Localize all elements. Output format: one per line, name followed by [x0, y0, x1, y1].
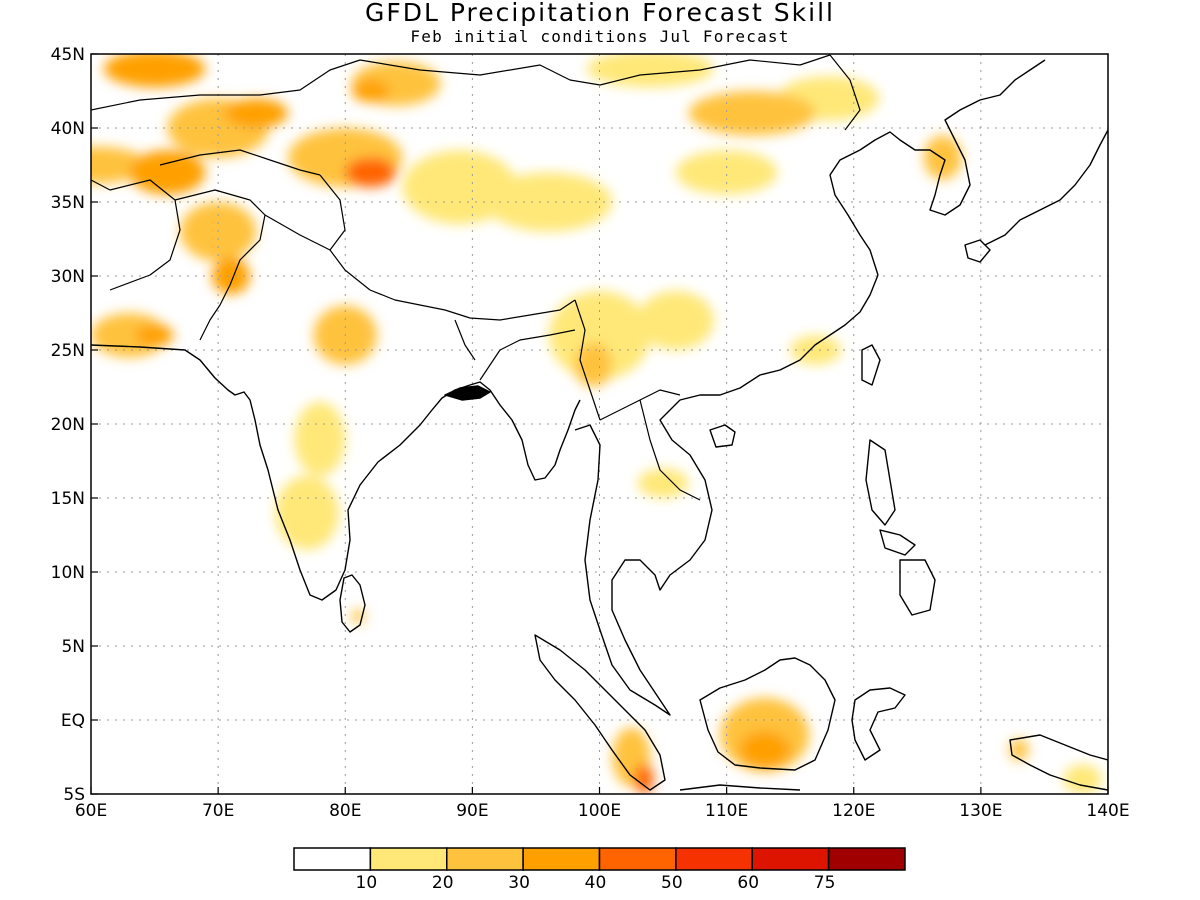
- coast-japan-kyushu: [964, 239, 991, 263]
- x-tick-label-80: 80E: [329, 801, 361, 821]
- colorbar: 10 20 30 40 50 60 75: [293, 847, 906, 893]
- colorbar-swatch-4: [598, 847, 677, 871]
- colorbar-swatch-0: [293, 847, 372, 871]
- coast-ganges-delta: [444, 385, 491, 401]
- colorbar-label-50: 50: [661, 873, 683, 893]
- political-borders: [91, 54, 861, 501]
- colorbar-swatch-1: [369, 847, 448, 871]
- y-tick-label-10: 10N: [51, 563, 85, 583]
- coast-mindanao: [899, 559, 936, 616]
- skill-region-21: [923, 135, 962, 180]
- colorbar-label-40: 40: [585, 873, 607, 893]
- colorbar-swatch-7: [827, 847, 906, 871]
- skill-region-28: [224, 98, 289, 128]
- colorbar-label-10: 10: [356, 873, 378, 893]
- colorbar-swatch-3: [522, 847, 601, 871]
- coast-new-guinea: [1009, 734, 1108, 791]
- coast-borneo: [699, 657, 836, 771]
- gridlines: [91, 54, 1108, 794]
- colorbar-label-75: 75: [814, 873, 836, 893]
- y-tick-label-45: 45N: [51, 45, 85, 65]
- coast-south-asia: [91, 344, 581, 601]
- skill-region-32: [739, 731, 791, 769]
- coast-luzon: [865, 439, 896, 526]
- coast-japan: [984, 129, 1108, 246]
- x-tick-label-140: 140E: [1086, 801, 1129, 821]
- map-title: GFDL Precipitation Forecast Skill: [364, 0, 835, 27]
- skill-region-3: [637, 290, 714, 350]
- skill-region-8: [294, 401, 346, 476]
- skill-region-31: [135, 324, 174, 347]
- skill-region-27: [129, 150, 206, 195]
- skill-region-11: [1063, 764, 1102, 794]
- y-tick-label-30: 30N: [51, 267, 85, 287]
- coastlines: [91, 54, 1108, 791]
- x-tick-label-130: 130E: [959, 801, 1002, 821]
- coast-sri-lanka: [339, 574, 366, 633]
- x-axis: 60E 70E 80E 90E 100E 110E 120E 130E 140E: [75, 787, 1130, 821]
- y-tick-label-40: 40N: [51, 119, 85, 139]
- y-tick-label-0: EQ: [61, 711, 85, 731]
- skill-region-24: [1009, 738, 1029, 761]
- x-tick-label-110: 110E: [705, 801, 748, 821]
- x-tick-label-120: 120E: [832, 801, 875, 821]
- coast-china-east: [829, 59, 1046, 276]
- coast-sumatra: [534, 634, 666, 791]
- colorbar-label-60: 60: [737, 873, 759, 893]
- skill-region-19: [574, 342, 613, 387]
- coast-java: [679, 784, 801, 791]
- coast-taiwan: [861, 344, 881, 386]
- y-axis: 45N 40N 35N 30N 25N 20N 15N 10N 5N EQ 5S: [51, 45, 98, 805]
- skill-region-9: [275, 475, 339, 550]
- skill-region-29: [351, 79, 390, 103]
- coast-sulawesi: [851, 687, 906, 761]
- y-tick-label--5: 5S: [63, 785, 85, 805]
- y-tick-label-20: 20N: [51, 415, 85, 435]
- y-tick-label-15: 15N: [51, 489, 85, 509]
- colorbar-swatch-2: [446, 847, 524, 871]
- colorbar-swatch-6: [751, 847, 830, 871]
- y-tick-label-25: 25N: [51, 341, 85, 361]
- coast-indochina: [574, 274, 879, 716]
- skill-field: [91, 54, 1102, 794]
- y-tick-label-35: 35N: [51, 193, 85, 213]
- x-tick-label-100: 100E: [578, 801, 621, 821]
- coast-hainan: [709, 424, 736, 448]
- skill-region-30: [211, 257, 250, 295]
- skill-region-26: [103, 54, 206, 88]
- skill-region-34: [634, 764, 654, 794]
- colorbar-swatch-5: [675, 847, 753, 871]
- colorbar-label-30: 30: [508, 873, 530, 893]
- map-subtitle: Feb initial conditions Jul Forecast: [410, 27, 790, 46]
- skill-region-33: [345, 157, 397, 188]
- coast-visayas: [879, 529, 916, 556]
- skill-region-4: [586, 54, 714, 88]
- skill-region-6: [675, 150, 778, 195]
- x-tick-label-90: 90E: [456, 801, 488, 821]
- skill-region-20: [688, 91, 816, 136]
- skill-region-10: [637, 468, 689, 499]
- x-tick-label-70: 70E: [202, 801, 234, 821]
- x-tick-label-60: 60E: [75, 801, 107, 821]
- y-tick-label-5: 5N: [61, 637, 85, 657]
- colorbar-label-20: 20: [432, 873, 454, 893]
